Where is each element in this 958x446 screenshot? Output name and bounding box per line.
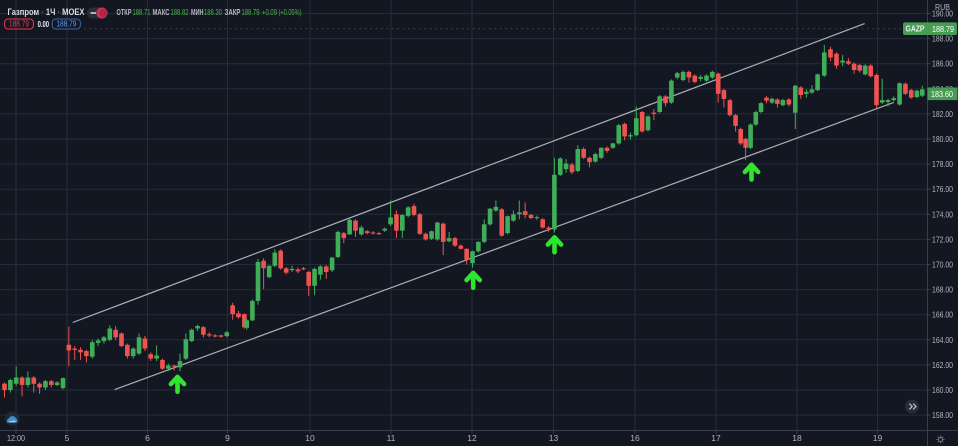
svg-text:164.00: 164.00 <box>932 335 953 345</box>
svg-text:188.79: 188.79 <box>242 7 260 17</box>
svg-text:11: 11 <box>387 433 396 443</box>
svg-text:188.71: 188.71 <box>133 7 151 17</box>
svg-text:158.00: 158.00 <box>932 410 953 420</box>
svg-text:10: 10 <box>305 433 315 443</box>
svg-text:188.30: 188.30 <box>204 7 222 17</box>
svg-text:МИН: МИН <box>191 7 204 17</box>
svg-text:180.00: 180.00 <box>932 134 953 144</box>
svg-text:176.00: 176.00 <box>932 184 953 194</box>
svg-text:188.79: 188.79 <box>56 20 76 29</box>
svg-text:0.00: 0.00 <box>38 19 50 29</box>
svg-text:182.00: 182.00 <box>932 109 953 119</box>
svg-text:12:00: 12:00 <box>7 433 25 443</box>
svg-text:174.00: 174.00 <box>932 209 953 219</box>
svg-text:18: 18 <box>792 433 802 443</box>
svg-text:162.00: 162.00 <box>932 360 953 370</box>
svg-text:188.82: 188.82 <box>171 7 189 17</box>
svg-text:188.00: 188.00 <box>932 34 953 44</box>
svg-text:166.00: 166.00 <box>932 310 953 320</box>
svg-text:188.79: 188.79 <box>9 20 29 29</box>
svg-text:160.00: 160.00 <box>932 385 953 395</box>
svg-text:12: 12 <box>467 433 477 443</box>
svg-text:17: 17 <box>711 433 721 443</box>
svg-text:172.00: 172.00 <box>932 234 953 244</box>
svg-text:186.00: 186.00 <box>932 59 953 69</box>
svg-text:Газпром · 1Ч · MOEX: Газпром · 1Ч · MOEX <box>8 7 86 18</box>
svg-text:ЗАКР: ЗАКР <box>225 7 241 17</box>
svg-text:RUB: RUB <box>935 2 950 12</box>
svg-text:(+0.05%): (+0.05%) <box>279 7 302 17</box>
svg-text:183.60: 183.60 <box>931 89 953 99</box>
svg-text:+0.09: +0.09 <box>262 7 277 17</box>
svg-text:9: 9 <box>225 433 230 443</box>
svg-text:13: 13 <box>549 433 559 443</box>
svg-text:178.00: 178.00 <box>932 159 953 169</box>
svg-text:ОТКР: ОТКР <box>117 7 132 17</box>
svg-text:5: 5 <box>65 433 70 443</box>
svg-text:6: 6 <box>145 433 150 443</box>
svg-text:170.00: 170.00 <box>932 260 953 270</box>
svg-text:168.00: 168.00 <box>932 285 953 295</box>
svg-text:МАКС: МАКС <box>153 7 170 17</box>
svg-text:GAZP: GAZP <box>906 25 926 34</box>
svg-text:190.00: 190.00 <box>932 9 953 19</box>
svg-text:19: 19 <box>873 433 883 443</box>
svg-text:188.79: 188.79 <box>932 24 954 34</box>
svg-text:16: 16 <box>630 433 640 443</box>
